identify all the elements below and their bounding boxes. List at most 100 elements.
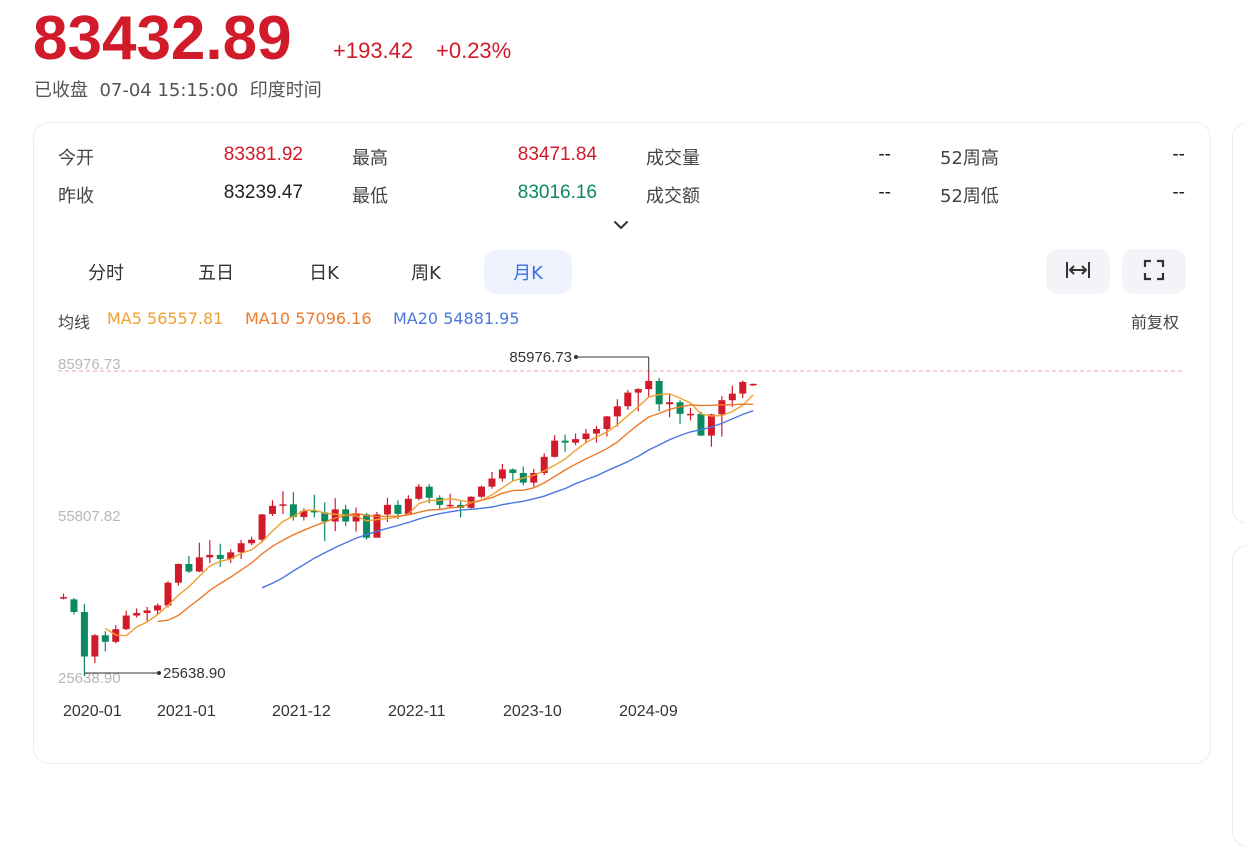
ma20-line (261, 410, 754, 589)
open-label: 今开 (58, 148, 94, 169)
high-label: 最高 (352, 148, 388, 169)
candle-body (666, 402, 674, 405)
max-annotation-dot (574, 355, 578, 359)
fit-width-button[interactable] (1046, 249, 1110, 294)
tab-daily-k[interactable]: 日K (309, 263, 339, 284)
candle-body (227, 552, 235, 559)
x-tick-label: 2020-01 (63, 703, 122, 720)
candle-body (561, 440, 569, 443)
candle-body (697, 413, 705, 436)
quote-card (33, 122, 1211, 764)
prev-close-value: 83239.47 (223, 182, 303, 203)
low-label: 最低 (352, 186, 388, 207)
candle-body (592, 429, 600, 434)
candle-body (530, 472, 538, 483)
ma10-value: MA10 57096.16 (245, 309, 372, 328)
candle-body (80, 611, 88, 657)
candle-body (300, 510, 308, 517)
candle-body (425, 486, 433, 498)
x-tick-label: 2021-12 (272, 703, 331, 720)
candle-body (143, 610, 151, 614)
candle-body (728, 393, 736, 401)
min-annotation-label: 25638.90 (163, 665, 226, 682)
candle-body (269, 505, 276, 514)
candle-body (613, 406, 621, 417)
ma5-line (104, 393, 754, 637)
candle-body (687, 413, 694, 416)
candle-body (739, 382, 747, 394)
candle-body (373, 514, 381, 538)
candle-body (551, 440, 559, 457)
candle-body (352, 514, 360, 522)
candle-body (237, 543, 245, 553)
candle-body (383, 504, 391, 515)
min-annotation-dot (157, 671, 161, 675)
turnover-value: -- (878, 182, 891, 203)
candle-body (279, 504, 287, 506)
fullscreen-button[interactable] (1122, 249, 1186, 294)
open-value: 83381.92 (223, 144, 303, 165)
candle-body (509, 469, 517, 473)
candle-body (195, 557, 203, 572)
price-change-percent: +0.23% (436, 38, 512, 63)
candle-body (436, 497, 444, 505)
tab-weekly-k[interactable]: 周K (411, 263, 441, 284)
turnover-label: 成交额 (646, 186, 700, 207)
tab-monthly-k[interactable]: 月K (484, 250, 572, 294)
expand-chevron-icon[interactable] (612, 216, 630, 234)
candle-body (718, 400, 726, 415)
candle-body (248, 539, 256, 544)
last-price: 83432.89 (33, 4, 292, 73)
candle-body (676, 402, 684, 414)
x-tick-label: 2024-09 (619, 703, 678, 720)
candle-body (749, 383, 757, 386)
candle-body (394, 504, 402, 514)
candle-body (498, 469, 506, 479)
adjust-mode[interactable]: 前复权 (1131, 313, 1180, 332)
tab-five-day[interactable]: 五日 (198, 263, 234, 284)
candle-body (582, 433, 590, 440)
candle-body (258, 514, 266, 540)
candle-body (457, 504, 465, 508)
candle-body (363, 514, 371, 538)
wk52-high-value: -- (1172, 144, 1185, 165)
candle-body (185, 563, 193, 572)
candle-body (624, 392, 632, 407)
candle-body (310, 510, 318, 513)
candle-body (446, 504, 454, 507)
wk52-high-label: 52周高 (940, 148, 999, 169)
candle-body (133, 613, 141, 616)
candle-body (164, 582, 172, 606)
candle-body (60, 597, 67, 599)
wk52-low-label: 52周低 (940, 186, 999, 207)
candle-body (488, 478, 496, 487)
y-tick-label: 55807.82 (58, 508, 121, 525)
candle-body (70, 599, 78, 612)
volume-label: 成交量 (646, 148, 700, 169)
candle-body (634, 389, 642, 393)
max-annotation-label: 85976.73 (509, 349, 572, 366)
candle-body (289, 504, 297, 517)
wk52-low-value: -- (1172, 182, 1185, 203)
y-tick-label: 25638.90 (58, 670, 121, 687)
candle-body (122, 615, 130, 630)
fullscreen-icon (1143, 259, 1165, 285)
candle-body (216, 554, 224, 559)
candle-body (478, 486, 485, 497)
candle-body (415, 486, 423, 499)
ma20-value: MA20 54881.95 (393, 309, 520, 328)
low-value: 83016.16 (517, 182, 597, 203)
volume-value: -- (878, 144, 891, 165)
ma5-value: MA5 56557.81 (107, 309, 224, 328)
ma10-line (157, 403, 754, 623)
candle-body (572, 439, 580, 443)
candle-body (331, 509, 339, 522)
high-value: 83471.84 (517, 144, 597, 165)
candle-body (174, 563, 182, 583)
candle-body (645, 380, 653, 390)
tab-intraday[interactable]: 分时 (88, 263, 124, 284)
candle-body (707, 414, 715, 436)
monthly-k-chart[interactable]: 85976.73 55807.82 25638.90 2020-01 2021-01 20… (0, 340, 1246, 737)
market-status: 已收盘 07-04 15:15:00 印度时间 (34, 80, 322, 101)
candle-body (404, 498, 412, 514)
